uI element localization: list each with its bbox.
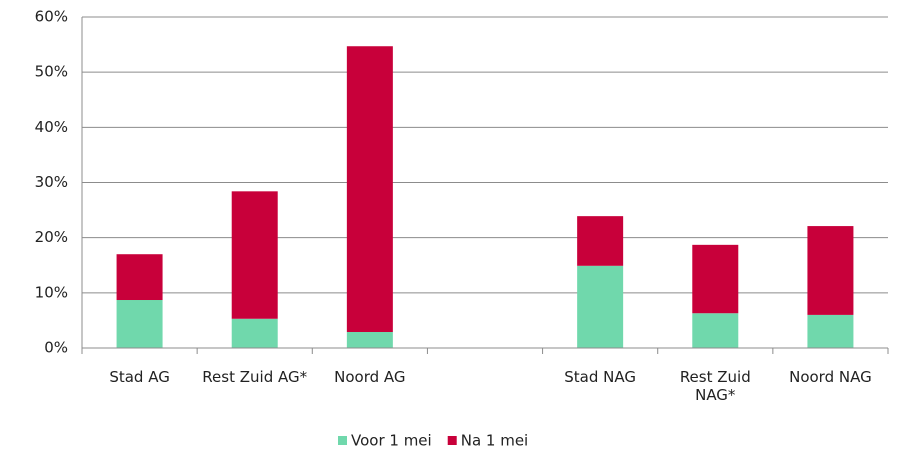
bar-segment <box>116 254 163 301</box>
bar-segment <box>807 226 854 315</box>
y-tick-label: 30% <box>35 173 68 191</box>
bar-segment <box>692 244 739 314</box>
x-tick-label: Rest Zuid NAG* <box>679 368 751 404</box>
legend-label: Na 1 mei <box>461 432 529 450</box>
y-tick-label: 40% <box>35 118 68 136</box>
y-tick-label: 10% <box>35 283 68 301</box>
x-tick-label: Stad NAG <box>564 368 636 386</box>
x-tick-label: Rest Zuid AG* <box>202 368 308 386</box>
bar-segment <box>231 318 278 348</box>
x-tick-label: Noord AG <box>334 368 406 386</box>
legend-swatch <box>447 436 457 445</box>
legend-swatch <box>338 436 347 445</box>
bar-segment <box>346 46 393 333</box>
y-tick-label: 50% <box>35 63 68 81</box>
bar-segment <box>692 313 739 348</box>
x-tick-label: Stad AG <box>109 368 170 386</box>
bar-segment <box>577 265 624 348</box>
legend-label: Voor 1 mei <box>351 432 432 450</box>
y-tick-label: 60% <box>35 8 68 26</box>
bar-segment <box>116 300 163 348</box>
y-tick-label: 0% <box>44 339 68 357</box>
y-tick-label: 20% <box>35 228 68 246</box>
bar-segment <box>807 314 854 348</box>
bar-segment <box>577 216 624 266</box>
bar-segment <box>231 191 278 319</box>
x-tick-label: Noord NAG <box>789 368 872 386</box>
bar-segment <box>346 332 393 348</box>
